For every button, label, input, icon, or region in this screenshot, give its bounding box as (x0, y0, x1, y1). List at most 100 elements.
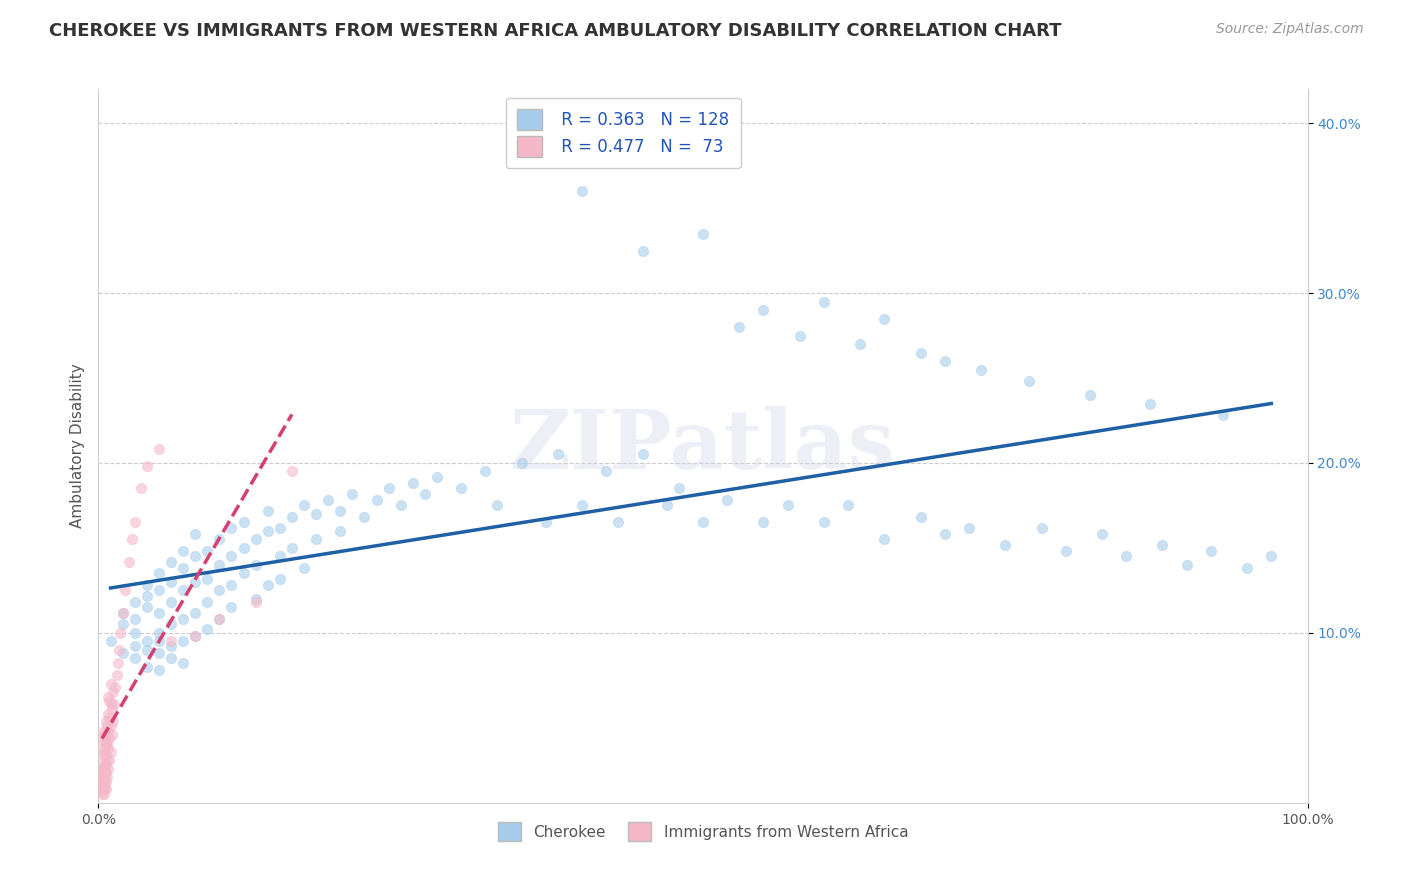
Point (269, 549, 291, 564)
Point (232, 516, 254, 530)
Point (184, 629, 207, 643)
Point (571, 499, 593, 513)
Point (148, 663, 170, 677)
Point (135, 578, 157, 592)
Point (208, 558, 231, 572)
Point (107, 657, 129, 671)
Point (957, 520, 980, 534)
Point (124, 612, 146, 626)
Point (94, 758, 117, 772)
Point (994, 537, 1017, 551)
Point (97, 707, 120, 722)
Point (813, 516, 835, 530)
Point (91, 782, 114, 797)
Point (474, 465, 496, 479)
Point (100, 745, 122, 759)
Point (91, 775, 114, 789)
Point (93, 741, 115, 756)
Point (342, 486, 364, 500)
Point (195, 544, 218, 558)
Point (93, 753, 115, 767)
Point (124, 626, 146, 640)
Point (91, 770, 114, 784)
Point (93, 745, 115, 759)
Point (124, 516, 146, 530)
Point (305, 507, 328, 521)
Point (124, 640, 146, 654)
Point (97, 724, 120, 739)
Point (100, 634, 122, 648)
Point (93, 787, 115, 801)
Point (716, 493, 738, 508)
Text: CHEROKEE VS IMMIGRANTS FROM WESTERN AFRICA AMBULATORY DISABILITY CORRELATION CHA: CHEROKEE VS IMMIGRANTS FROM WESTERN AFRI… (49, 22, 1062, 40)
Point (292, 561, 315, 575)
Point (111, 646, 134, 660)
Point (668, 482, 690, 496)
Point (389, 499, 412, 513)
Point (135, 660, 157, 674)
Point (118, 555, 141, 569)
Point (208, 612, 231, 626)
Point (97, 741, 120, 756)
Point (93, 731, 115, 746)
Point (256, 524, 278, 538)
Point (873, 533, 896, 547)
Point (752, 516, 775, 530)
Point (172, 612, 194, 626)
Point (1054, 544, 1077, 558)
Point (160, 617, 183, 632)
Point (1236, 561, 1258, 575)
Text: Source: ZipAtlas.com: Source: ZipAtlas.com (1216, 22, 1364, 37)
Point (534, 516, 557, 530)
Point (100, 719, 122, 733)
Point (1139, 396, 1161, 410)
Point (93, 748, 115, 763)
Point (510, 456, 533, 470)
Point (103, 698, 125, 712)
Point (789, 328, 811, 343)
Point (100, 698, 122, 712)
Point (184, 549, 207, 564)
Text: ZIPatlas: ZIPatlas (510, 406, 896, 486)
Point (160, 651, 183, 665)
Point (1212, 409, 1234, 423)
Point (837, 499, 859, 513)
Point (114, 583, 136, 598)
Point (135, 459, 157, 474)
Point (160, 555, 183, 569)
Point (148, 626, 170, 640)
Point (94, 714, 117, 729)
Point (148, 634, 170, 648)
Point (172, 544, 194, 558)
Point (910, 345, 932, 359)
Point (94, 728, 117, 742)
Point (329, 524, 352, 538)
Legend: Cherokee, Immigrants from Western Africa: Cherokee, Immigrants from Western Africa (491, 814, 915, 848)
Point (1031, 520, 1053, 534)
Point (1091, 527, 1114, 541)
Point (100, 677, 122, 691)
Point (93, 765, 115, 780)
Point (281, 541, 304, 555)
Point (208, 533, 231, 547)
Point (692, 227, 714, 241)
Point (655, 499, 678, 513)
Point (101, 714, 124, 729)
Point (221, 578, 243, 592)
Point (98, 731, 121, 746)
Point (873, 311, 896, 326)
Point (148, 583, 170, 598)
Point (221, 520, 243, 534)
Point (292, 499, 315, 513)
Point (1260, 549, 1282, 564)
Point (426, 469, 449, 483)
Point (172, 657, 194, 671)
Point (208, 583, 231, 598)
Point (98, 753, 121, 767)
Point (402, 476, 425, 491)
Point (93, 724, 115, 739)
Point (256, 578, 278, 592)
Point (160, 595, 183, 609)
Point (104, 680, 127, 694)
Point (813, 294, 835, 309)
